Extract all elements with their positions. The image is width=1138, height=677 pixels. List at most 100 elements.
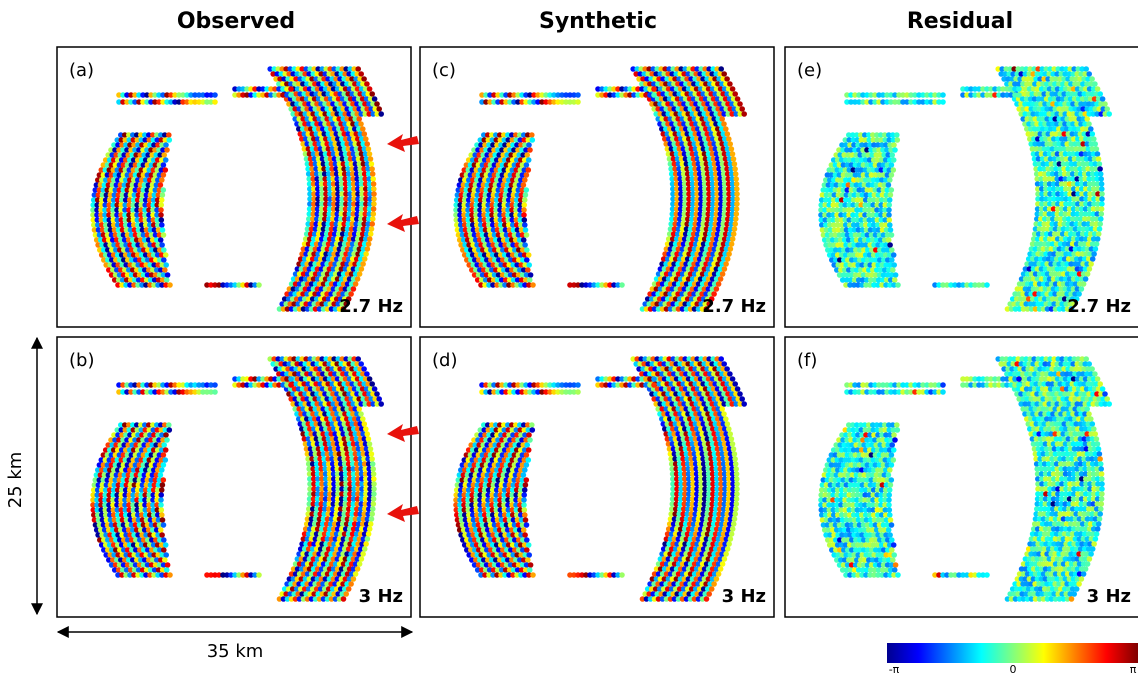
- phase-dot: [364, 226, 371, 232]
- phase-dot: [339, 201, 345, 207]
- phase-dot: [719, 116, 725, 122]
- phase-dot: [302, 111, 308, 117]
- phase-dot: [108, 232, 115, 238]
- phase-dot: [729, 86, 736, 92]
- phase-dot: [118, 167, 125, 173]
- phase-dot: [721, 266, 728, 272]
- phase-dot: [154, 212, 160, 218]
- phase-dot: [135, 277, 142, 283]
- phase-dot: [300, 81, 306, 87]
- phase-dot: [306, 71, 312, 77]
- phase-dot: [319, 136, 325, 142]
- phase-dot: [138, 132, 144, 138]
- phase-dot: [355, 66, 362, 72]
- phase-dot: [321, 241, 328, 247]
- phase-dot: [371, 486, 377, 492]
- phase-dot: [525, 557, 531, 563]
- phase-dot: [355, 186, 361, 192]
- phase-dot: [358, 216, 364, 222]
- phase-dot: [256, 282, 262, 288]
- phase-dot: [325, 221, 332, 227]
- phase-dot: [341, 146, 348, 152]
- phase-dot: [112, 162, 119, 168]
- phase-dot: [313, 91, 320, 97]
- phase-dot: [297, 76, 303, 82]
- phase-dot: [520, 237, 527, 243]
- phase-dot: [117, 152, 123, 158]
- phase-dot: [334, 206, 341, 212]
- phase-dot: [364, 161, 371, 167]
- phase-dot: [365, 241, 372, 247]
- phase-dot: [334, 176, 341, 182]
- phase-dot: [138, 202, 144, 208]
- phase-dot: [313, 76, 319, 82]
- phase-dot: [329, 171, 336, 177]
- phase-dot: [109, 237, 116, 243]
- phase-dot: [333, 91, 340, 97]
- phase-dot: [118, 212, 124, 218]
- phase-dot: [145, 237, 152, 243]
- phase-dot: [371, 196, 377, 202]
- phase-dot: [364, 106, 371, 112]
- phase-dot: [126, 212, 132, 218]
- phase-dot: [294, 101, 300, 107]
- phase-dot: [323, 66, 330, 72]
- phase-dot: [361, 171, 368, 177]
- phase-dot: [733, 216, 739, 222]
- phase-dot: [161, 152, 167, 158]
- phase-dot: [166, 137, 173, 143]
- phase-dot: [120, 162, 127, 168]
- phase-dot: [354, 101, 360, 107]
- phase-dot: [319, 156, 326, 162]
- phase-dot: [343, 591, 350, 597]
- phase-dot: [144, 232, 151, 238]
- phase-dot: [366, 86, 373, 92]
- phase-dot: [122, 217, 129, 223]
- phase-dot: [356, 81, 362, 87]
- phase-dot: [351, 156, 358, 162]
- phase-dot: [522, 517, 529, 523]
- phase-dot: [342, 176, 349, 182]
- phase-dot: [148, 232, 155, 238]
- phase-dot: [523, 477, 530, 483]
- phase-dot: [155, 177, 161, 183]
- phase-dot: [129, 247, 135, 253]
- phase-dot: [283, 66, 289, 72]
- phase-dot: [150, 217, 157, 223]
- phase-dot: [144, 272, 151, 278]
- phase-dot: [156, 147, 162, 153]
- phase-dot: [525, 252, 532, 258]
- phase-dot: [164, 437, 170, 443]
- phase-dot: [308, 226, 315, 232]
- phase-dot: [305, 171, 312, 177]
- phase-dot: [161, 442, 167, 448]
- phase-dot: [142, 132, 148, 138]
- phase-dot: [339, 191, 345, 197]
- phase-dot: [336, 126, 342, 132]
- phase-dot: [322, 151, 329, 157]
- phase-dot: [330, 206, 337, 212]
- phase-dot: [724, 131, 731, 137]
- phase-dot: [315, 186, 321, 192]
- phase-dot: [299, 66, 305, 72]
- phase-dot: [330, 121, 336, 127]
- phase-dot: [522, 177, 528, 183]
- phase-dot: [352, 226, 359, 232]
- phase-dot: [96, 232, 103, 238]
- phase-dot: [326, 121, 332, 127]
- phase-dot: [143, 262, 149, 268]
- phase-dot: [317, 166, 323, 172]
- phase-dot: [135, 192, 142, 198]
- phase-dot: [355, 156, 362, 162]
- phase-dot: [155, 142, 161, 148]
- phase-dot: [110, 217, 117, 223]
- phase-dot: [318, 121, 324, 127]
- phase-dot: [343, 196, 349, 202]
- frequency-label: 3 Hz: [359, 586, 403, 607]
- phase-dot: [343, 136, 349, 142]
- phase-dot: [122, 202, 128, 208]
- phase-dot: [146, 132, 152, 138]
- phase-dot: [341, 221, 348, 227]
- phase-dot: [368, 161, 375, 167]
- phase-dot: [359, 136, 365, 142]
